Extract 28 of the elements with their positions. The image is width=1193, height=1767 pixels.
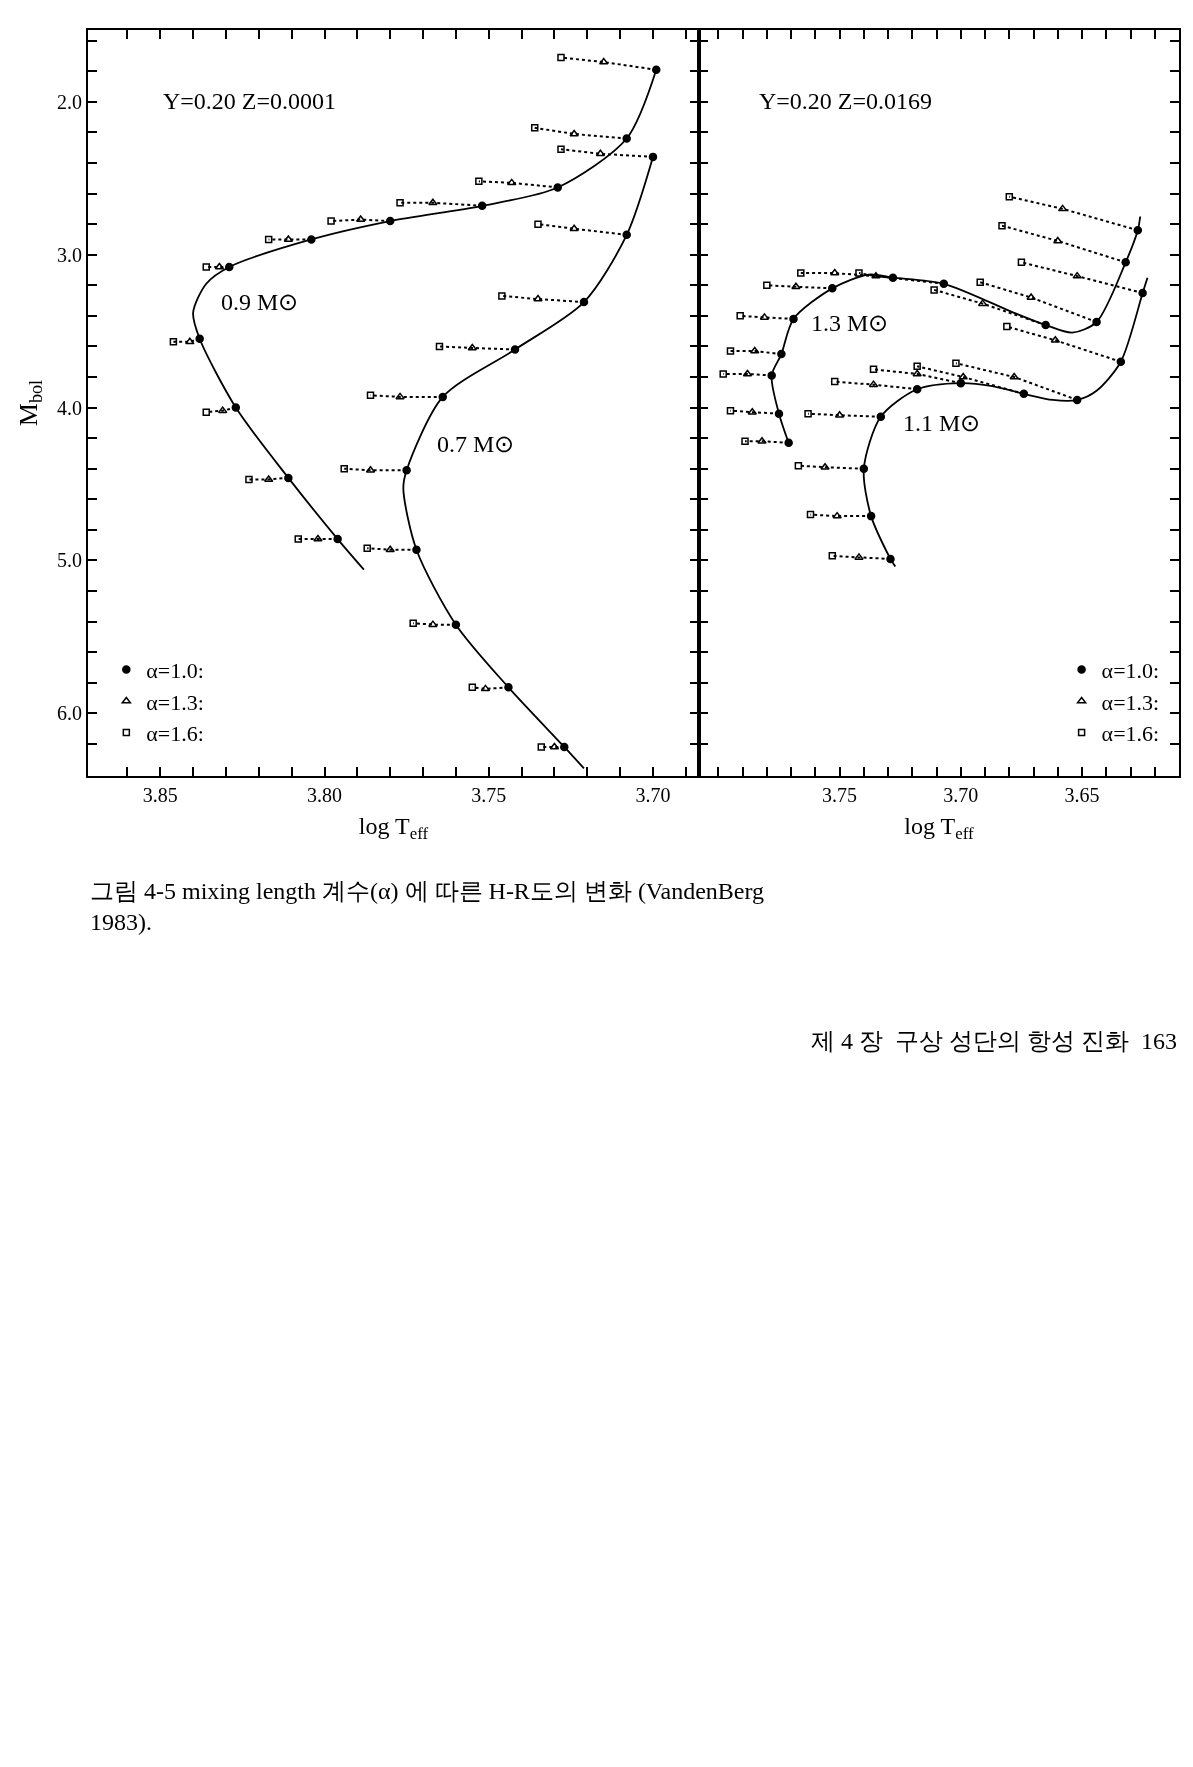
x-axis-title: log T$_{eff}$	[904, 812, 974, 843]
legend-label: α=1.3:	[1101, 689, 1160, 715]
legend-label: α=1.0:	[146, 658, 204, 683]
y-tick-label: 6.0	[57, 702, 82, 725]
x-tick-label: 3.65	[1064, 784, 1100, 806]
y-tick-label: 5.0	[57, 549, 82, 572]
x-tick-label: 3.80	[307, 784, 342, 806]
x-tick-label: 3.85	[142, 784, 178, 806]
annotation: 0.7 M⊙	[437, 431, 515, 457]
y-tick-label: 2.0	[57, 90, 82, 113]
x-tick-label: 3.75	[822, 784, 858, 806]
legend-label: α=1.0:	[1101, 658, 1160, 683]
legend-label: α=1.6:	[146, 721, 204, 747]
text: 제 4 장 구상 성단의 항성 진화 163	[811, 1028, 1177, 1054]
x-tick-label: 3.75	[471, 784, 507, 806]
annotation: 0.9 M⊙	[221, 289, 299, 315]
annotation: 1.1 M⊙	[903, 410, 981, 436]
annotation: 1.3 M⊙	[811, 310, 889, 336]
y-tick-label: 3.0	[57, 243, 82, 266]
y-tick-label: 4.0	[57, 396, 82, 419]
caption: 그림 4-5 mixing length 계수(α) 에 따른 H-R도의 변화 (VandenBerg 1983).	[90, 878, 765, 936]
x-tick-label: 3.70	[635, 784, 671, 806]
legend-label: α=1.6:	[1101, 721, 1160, 747]
text: Y=0.20 Z=0.0001	[163, 88, 337, 114]
x-axis-title: log T$_{eff}$	[358, 812, 429, 843]
legend-label: α=1.3:	[146, 689, 204, 715]
x-tick-label: 3.70	[943, 784, 979, 806]
text: Y=0.20 Z=0.0169	[759, 88, 933, 114]
